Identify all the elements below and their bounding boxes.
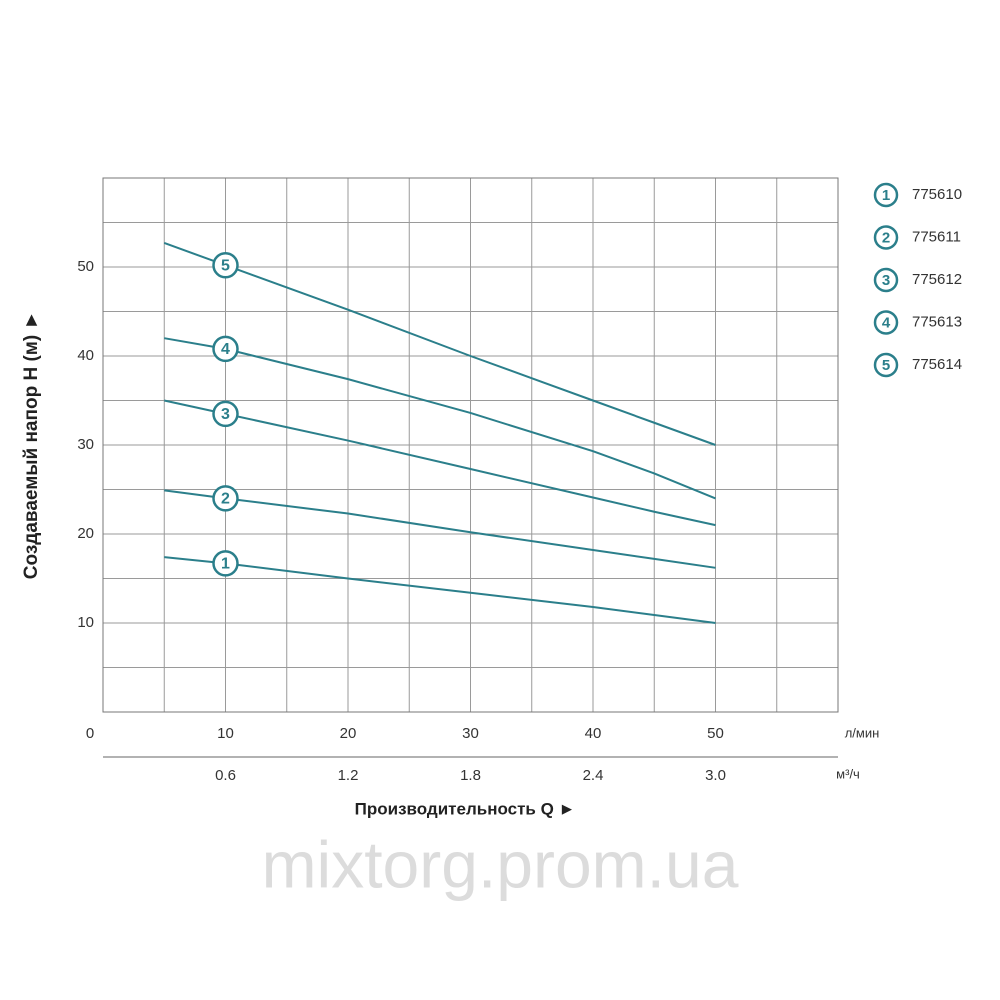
- y-tick-label: 10: [77, 614, 94, 631]
- plot-frame: [102, 177, 839, 713]
- legend-badge: [873, 352, 899, 378]
- series-line: [164, 556, 716, 624]
- x-unit: л/мин: [845, 725, 880, 740]
- curve-label: 1: [221, 556, 230, 573]
- y-tick-label: 20: [77, 525, 94, 542]
- series-line: [164, 489, 716, 569]
- legend-number: 2: [882, 229, 890, 246]
- y-axis-label: Создаваемый напор Н (м) ►: [21, 311, 42, 580]
- x2-tick-label: 1.8: [460, 767, 481, 784]
- legend-entry: 775611: [912, 228, 961, 245]
- legend-entry: 775613: [912, 313, 962, 330]
- y-tick-label: 30: [77, 436, 94, 453]
- watermark: mixtorg.prom.ua: [262, 827, 739, 901]
- series-line: [164, 399, 716, 527]
- curve-badge: [212, 485, 239, 512]
- x-tick-label: 30: [462, 725, 479, 742]
- curve-badge: [212, 251, 239, 279]
- x-axis-label: Производительность Q ►: [355, 799, 576, 818]
- curve-label: 3: [221, 406, 230, 423]
- legend-entry: 775610: [912, 186, 962, 203]
- x-tick-label: 10: [217, 725, 234, 742]
- legend-entry: 775614: [912, 356, 962, 373]
- x-tick-label: 50: [707, 725, 724, 742]
- x2-tick-label: 0.6: [215, 767, 236, 784]
- series-line: [163, 242, 716, 446]
- x2-unit: м³/ч: [836, 766, 860, 781]
- y-tick-label: 40: [77, 347, 94, 364]
- legend-badge: [873, 225, 899, 250]
- curve-badge: [212, 335, 239, 363]
- legend-badge: [873, 182, 899, 208]
- legend-number: 3: [882, 272, 890, 289]
- x-tick-label: 40: [585, 725, 602, 742]
- curve-badge: [212, 550, 239, 577]
- x-tick-label: 0: [86, 725, 94, 742]
- y-tick-label: 50: [77, 258, 94, 275]
- x-tick-label: 20: [340, 725, 357, 742]
- legend-number: 5: [882, 357, 890, 374]
- legend-badge: [873, 267, 899, 293]
- x2-tick-label: 3.0: [705, 767, 726, 784]
- legend-number: 4: [882, 314, 891, 331]
- curve-label: 4: [221, 341, 230, 358]
- legend-number: 1: [882, 187, 890, 204]
- curve-label: 2: [221, 491, 230, 508]
- x2-tick-label: 2.4: [583, 767, 604, 784]
- x2-tick-label: 1.2: [338, 767, 359, 784]
- curve-badge: [212, 400, 239, 428]
- curve-label: 5: [221, 257, 230, 274]
- legend-entry: 775612: [912, 271, 962, 288]
- legend-badge: [873, 310, 899, 335]
